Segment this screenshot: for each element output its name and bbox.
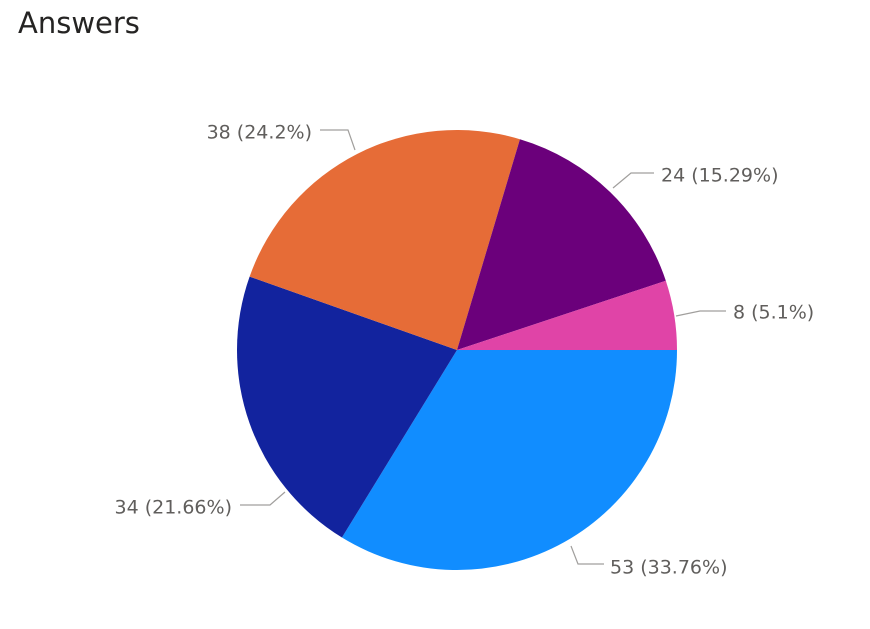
- leader-line: [675, 310, 726, 317]
- slice-data-label: 8 (5.1%): [733, 302, 814, 324]
- pie-slice[interactable]: [236, 276, 457, 538]
- slice-data-label: 34 (21.66%): [115, 497, 233, 519]
- leader-line: [240, 491, 286, 506]
- leader-line: [320, 129, 356, 151]
- slice-data-label: 53 (33.76%): [610, 557, 728, 579]
- chart-title: Answers: [18, 6, 140, 40]
- slice-data-label: 38 (24.2%): [207, 122, 312, 144]
- pie-slice[interactable]: [249, 129, 520, 350]
- pie-slice[interactable]: [457, 280, 677, 350]
- slice-data-label: 24 (15.29%): [661, 165, 779, 187]
- leader-line: [570, 545, 604, 565]
- leader-line: [612, 172, 654, 189]
- pie-slice[interactable]: [341, 350, 677, 570]
- pie-slice[interactable]: [457, 139, 666, 350]
